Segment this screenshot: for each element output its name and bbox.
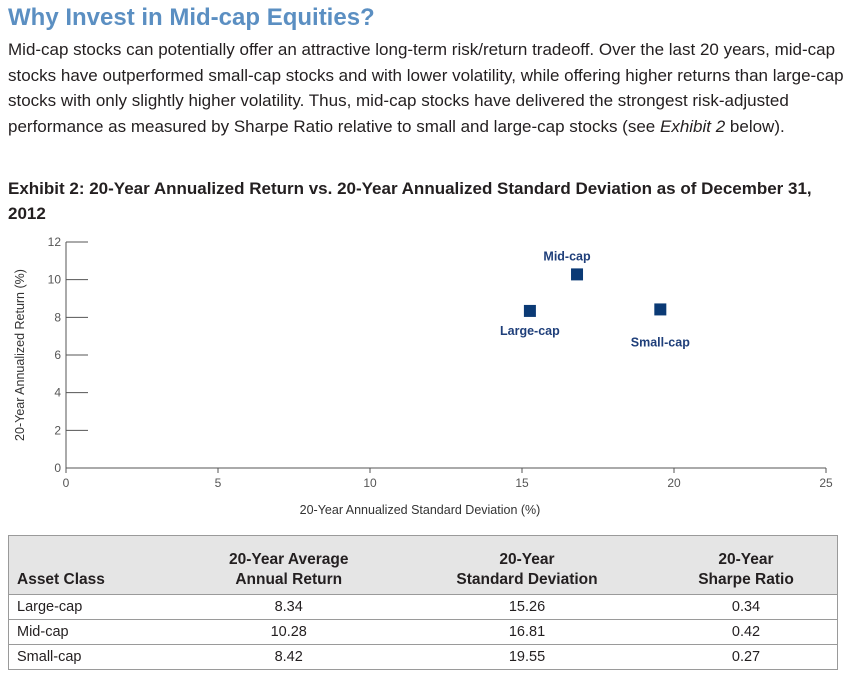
y-tick-label: 0 [54, 461, 61, 475]
x-tick-label: 10 [363, 476, 377, 490]
std-dev-cell: 19.55 [399, 644, 655, 670]
header-line: 20-Year Average [228, 551, 349, 568]
y-tick-label: 12 [48, 235, 62, 249]
sharpe-cell: 0.27 [654, 644, 838, 670]
table-row: Mid-cap 10.28 16.81 0.42 [8, 619, 838, 645]
header-line: Standard Deviation [456, 571, 598, 588]
data-point-label: Mid-cap [543, 249, 591, 263]
y-tick-label: 6 [54, 348, 61, 362]
y-axis-title: 20-Year Annualized Return (%) [13, 269, 27, 441]
data-point-label: Large-cap [500, 324, 560, 338]
scatter-chart: 0 2 4 6 8 10 12 0 5 10 15 20 25 20-Year Annualized … [13, 235, 833, 517]
std-dev-cell: 15.26 [399, 594, 655, 620]
header-average-return: 20-Year Average Annual Return [178, 535, 399, 595]
return-cell: 10.28 [178, 619, 399, 645]
y-tick-label: 4 [54, 386, 61, 400]
table-header-row: Asset Class 20-Year Average Annual Retur… [8, 535, 838, 595]
return-cell: 8.34 [178, 594, 399, 620]
sharpe-cell: 0.34 [654, 594, 838, 620]
exhibit-reference: Exhibit 2 [659, 116, 726, 136]
std-dev-cell: 16.81 [399, 619, 655, 645]
header-line: Sharpe Ratio [698, 571, 794, 588]
returns-table: Asset Class 20-Year Average Annual Retur… [8, 535, 838, 670]
asset-class-cell: Mid-cap [8, 619, 179, 645]
x-axis: 0 5 10 15 20 25 [63, 467, 833, 490]
y-axis: 0 2 4 6 8 10 12 [48, 235, 88, 475]
header-asset-class: Asset Class [8, 535, 179, 595]
asset-class-cell: Small-cap [8, 644, 179, 670]
y-tick-label: 10 [48, 273, 62, 287]
asset-class-cell: Large-cap [8, 594, 179, 620]
intro-text: Mid-cap stocks can potentially offer an … [8, 40, 844, 136]
header-line: 20-Year [718, 551, 774, 568]
table-row: Small-cap 8.42 19.55 0.27 [8, 644, 838, 670]
x-tick-label: 20 [667, 476, 681, 490]
exhibit-title: Exhibit 2: 20-Year Annualized Return vs.… [8, 179, 812, 223]
header-line: 20-Year [499, 551, 555, 568]
header-line: Annual Return [235, 571, 343, 588]
data-point-label: Small-cap [631, 335, 690, 349]
x-tick-label: 0 [63, 476, 70, 490]
intro-text-end: below). [725, 116, 785, 136]
return-cell: 8.42 [178, 644, 399, 670]
intro-paragraph: Mid-cap stocks can potentially offer an … [8, 37, 844, 139]
y-tick-label: 2 [54, 423, 61, 437]
x-tick-label: 15 [515, 476, 529, 490]
sharpe-cell: 0.42 [654, 619, 838, 645]
page-heading: Why Invest in Mid-cap Equities? [8, 4, 375, 31]
y-tick-label: 8 [54, 310, 61, 324]
x-tick-label: 25 [819, 476, 833, 490]
data-point-marker [523, 304, 536, 317]
header-sharpe-ratio: 20-Year Sharpe Ratio [654, 535, 838, 595]
header-standard-deviation: 20-Year Standard Deviation [399, 535, 655, 595]
data-points: Large-cap Mid-cap Small-cap [500, 249, 690, 349]
table-row: Large-cap 8.34 15.26 0.34 [8, 594, 838, 620]
x-axis-title: 20-Year Annualized Standard Deviation (%… [300, 503, 541, 517]
data-point-marker [654, 303, 667, 316]
x-tick-label: 5 [215, 476, 222, 490]
data-point-marker [571, 268, 584, 281]
header-line: Asset Class [17, 571, 105, 588]
